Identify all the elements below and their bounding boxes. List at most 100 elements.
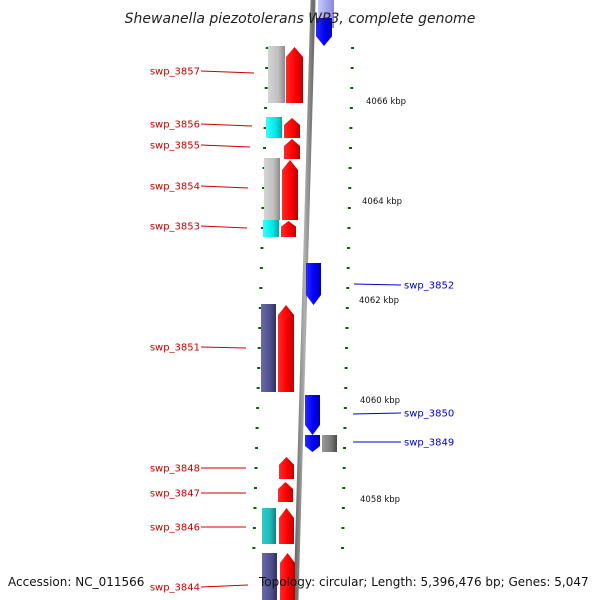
kbp-label: 4066 kbp [366, 97, 406, 107]
gene-feature-shading[interactable] [262, 508, 276, 544]
kbp-label: 4062 kbp [359, 296, 399, 306]
tick-mark [257, 347, 261, 349]
tick-mark [347, 247, 351, 249]
tick-mark [259, 287, 263, 289]
tick-mark [341, 547, 345, 549]
tick-mark [350, 67, 354, 69]
label-leader-line [352, 412, 402, 415]
tick-mark [261, 207, 265, 209]
gene-label-swp-3844[interactable]: swp_3844 [150, 583, 200, 594]
tick-mark [255, 447, 259, 449]
gene-label-swp-3846[interactable]: swp_3846 [150, 523, 200, 534]
tick-mark [263, 147, 267, 149]
gene-label-swp-3848[interactable]: swp_3848 [150, 464, 200, 475]
gene-arrow-reverse[interactable] [278, 482, 293, 502]
gene-feature-shading[interactable] [263, 220, 279, 237]
gene-arrow-reverse[interactable] [284, 139, 300, 159]
gene-arrow-forward[interactable] [305, 435, 320, 452]
tick-mark [341, 507, 345, 509]
label-leader-line [200, 144, 251, 148]
gene-label-swp-3850[interactable]: swp_3850 [404, 409, 454, 420]
gene-feature-shading[interactable] [266, 117, 282, 138]
genome-title: Shewanella piezotolerans WP3, complete g… [125, 11, 476, 27]
tick-mark [345, 307, 349, 309]
tick-mark [253, 487, 257, 489]
gene-arrow-forward[interactable] [305, 395, 320, 435]
tick-mark [254, 467, 258, 469]
gene-label-swp-3853[interactable]: swp_3853 [150, 222, 200, 233]
gene-labels: swp_3857 swp_3856 swp_3855 swp_3854 swp_3853… [150, 67, 454, 594]
gene-arrow-reverse[interactable] [284, 118, 300, 138]
gene-arrow-reverse[interactable] [286, 47, 303, 103]
gene-features [261, 0, 337, 600]
tick-mark [263, 127, 267, 129]
gene-label-swp-3857[interactable]: swp_3857 [150, 67, 200, 78]
gene-arrow-forward[interactable] [306, 263, 321, 305]
genome-backbone [293, 0, 316, 600]
tick-mark [265, 67, 269, 69]
label-leader-line [200, 70, 255, 74]
tick-mark [344, 387, 348, 389]
kbp-label: 4064 kbp [362, 197, 402, 207]
tick-mark [261, 187, 265, 189]
label-leader-line [353, 283, 402, 286]
tick-mark [264, 87, 268, 89]
gene-label-swp-3856[interactable]: swp_3856 [150, 120, 200, 131]
tick-mark [345, 347, 349, 349]
tick-marks-right [341, 47, 355, 549]
gene-feature-shading[interactable] [268, 46, 285, 103]
kbp-scale: 4066 kbp 4064 kbp 4062 kbp 4060 kbp 4058 kbp [359, 97, 406, 505]
gene-feature-shading[interactable] [262, 553, 277, 600]
gene-arrow-reverse[interactable] [278, 305, 294, 392]
accession-text: Accession: NC_011566 [8, 575, 144, 589]
tick-mark [348, 187, 352, 189]
gene-arrow-reverse[interactable] [281, 221, 296, 237]
kbp-label: 4058 kbp [360, 495, 400, 505]
gene-feature-shading[interactable] [264, 158, 280, 220]
kbp-label: 4060 kbp [360, 396, 400, 406]
tick-mark [346, 267, 350, 269]
gene-arrow-reverse[interactable] [280, 553, 295, 600]
label-leader-line [200, 346, 247, 349]
gene-arrow-reverse[interactable] [282, 160, 298, 220]
gene-feature-shading[interactable] [322, 435, 337, 452]
tick-mark [343, 407, 347, 409]
label-leader-line [200, 584, 249, 588]
tick-mark [344, 367, 348, 369]
tick-mark [341, 527, 345, 529]
gene-arrow-forward[interactable] [316, 18, 332, 46]
tick-mark [257, 367, 261, 369]
tick-mark [350, 87, 354, 89]
tick-mark [252, 547, 256, 549]
tick-mark [343, 447, 347, 449]
tick-mark [255, 427, 259, 429]
tick-mark [252, 527, 256, 529]
gene-label-swp-3854[interactable]: swp_3854 [150, 182, 200, 193]
tick-mark [347, 207, 351, 209]
tick-mark [260, 227, 264, 229]
tick-mark [258, 307, 262, 309]
tick-mark [342, 487, 346, 489]
tick-mark [253, 507, 257, 509]
label-leader-line [200, 123, 253, 127]
tick-mark [351, 47, 355, 49]
gene-label-swp-3849[interactable]: swp_3849 [404, 438, 454, 449]
label-leader-line [200, 225, 248, 229]
label-leader-line [200, 185, 249, 189]
gene-arrow-reverse[interactable] [279, 508, 294, 544]
gene-label-swp-3855[interactable]: swp_3855 [150, 141, 200, 152]
gene-feature-shading[interactable] [261, 304, 276, 392]
tick-mark [349, 127, 353, 129]
tick-mark [343, 427, 347, 429]
gene-arrow-reverse[interactable] [279, 457, 294, 479]
tick-mark [345, 327, 349, 329]
tick-mark [347, 227, 351, 229]
gene-label-swp-3847[interactable]: swp_3847 [150, 489, 200, 500]
tick-mark [256, 407, 260, 409]
tick-mark [349, 147, 353, 149]
topology-text: Topology: circular; Length: 5,396,476 bp… [258, 575, 589, 589]
gene-label-swp-3852[interactable]: swp_3852 [404, 281, 454, 292]
tick-mark [258, 327, 262, 329]
gene-label-swp-3851[interactable]: swp_3851 [150, 343, 200, 354]
